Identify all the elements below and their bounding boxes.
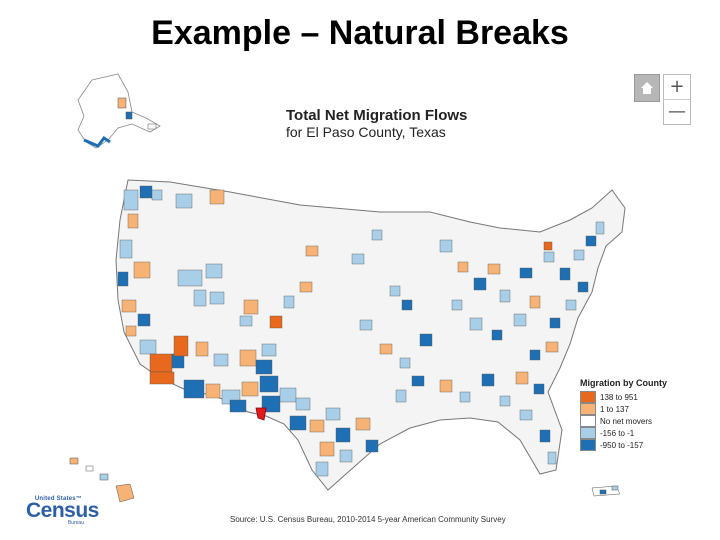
zoom-in-button[interactable]: +	[669, 76, 685, 97]
legend-label: 138 to 951	[600, 392, 638, 402]
map-title: Total Net Migration Flows for El Paso Co…	[286, 107, 468, 141]
logo-main-text: Census	[26, 499, 99, 522]
census-logo: United States™ Census Bureau	[26, 496, 99, 526]
map-title-line1: Total Net Migration Flows	[286, 107, 468, 124]
legend-swatch	[580, 391, 596, 403]
county-patches	[117, 185, 605, 477]
legend-label: No net movers	[600, 416, 653, 426]
logo-bottom-text: Bureau	[67, 520, 84, 526]
puerto-rico	[591, 485, 621, 497]
legend-label: -950 to -157	[600, 440, 644, 450]
el-paso-county	[255, 407, 267, 421]
legend-swatch	[580, 415, 596, 427]
legend-item: No net movers	[580, 415, 667, 427]
hawaii	[69, 457, 135, 503]
home-button[interactable]	[634, 74, 660, 102]
legend-item: 138 to 951	[580, 391, 667, 403]
source-note: Source: U.S. Census Bureau, 2010-2014 5-…	[230, 515, 506, 524]
slide-title: Example – Natural Breaks	[151, 14, 569, 52]
map-title-line2: for El Paso County, Texas	[286, 124, 446, 140]
map-controls: + —	[634, 74, 691, 125]
legend-label: 1 to 137	[600, 404, 629, 414]
legend-title: Migration by County	[580, 378, 667, 388]
legend-item: -950 to -157	[580, 439, 667, 451]
legend-item: -156 to -1	[580, 427, 667, 439]
legend-item: 1 to 137	[580, 403, 667, 415]
legend-swatch	[580, 439, 596, 451]
home-icon	[641, 82, 653, 94]
zoom-out-button[interactable]: —	[664, 99, 690, 124]
zoom-controls: + —	[663, 74, 691, 125]
legend-swatch	[580, 427, 596, 439]
legend: Migration by County 138 to 951 1 to 137 …	[580, 378, 667, 451]
logo-top-text: United States™	[34, 496, 82, 502]
legend-swatch	[580, 403, 596, 415]
legend-label: -156 to -1	[600, 428, 635, 438]
alaska-outline	[77, 73, 161, 149]
